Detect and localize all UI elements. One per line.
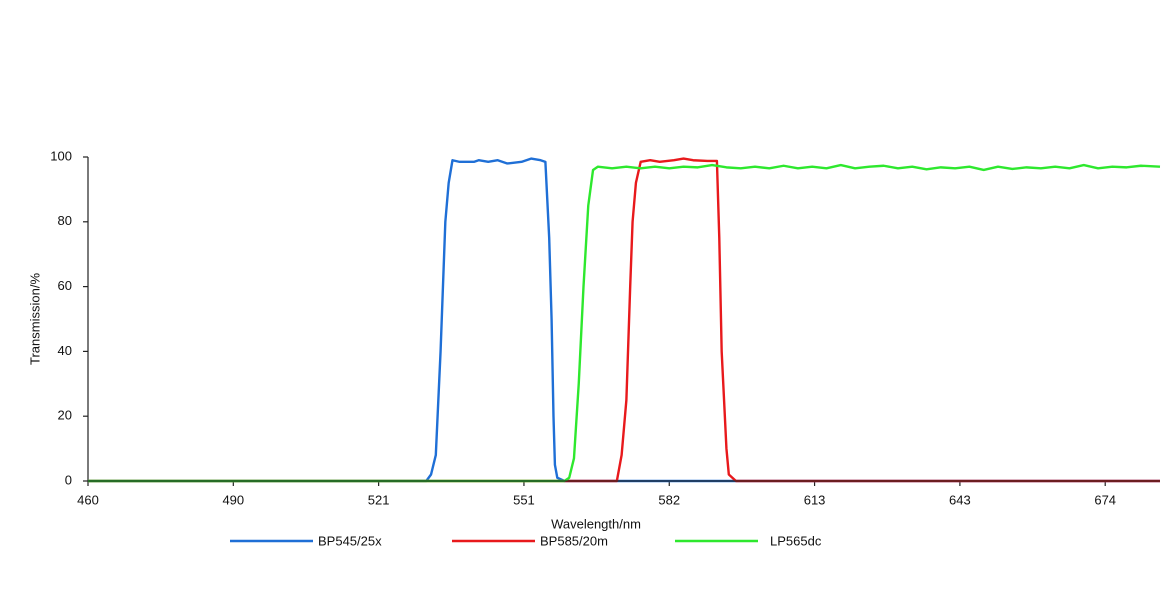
series-line: [88, 163, 1161, 483]
x-tick-label: 521: [368, 492, 390, 507]
y-tick-label: 80: [58, 213, 72, 228]
x-tick-label: 582: [658, 492, 680, 507]
x-tick-label: 643: [949, 492, 971, 507]
x-tick-label: 551: [513, 492, 535, 507]
x-tick-label: 490: [222, 492, 244, 507]
legend-label: BP585/20m: [540, 533, 608, 548]
y-tick-label: 100: [50, 148, 72, 163]
x-axis-title: Wavelength/nm: [551, 516, 641, 531]
y-tick-label: 40: [58, 343, 72, 358]
x-tick-label: 674: [1094, 492, 1116, 507]
y-axis-title: Transmission/%: [27, 273, 42, 365]
y-tick-label: 20: [58, 408, 72, 423]
series-line: [88, 157, 1160, 483]
series-line: [88, 157, 1160, 483]
x-tick-label: 613: [804, 492, 826, 507]
legend-label: BP545/25x: [318, 533, 382, 548]
y-tick-label: 60: [58, 278, 72, 293]
y-tick-label: 0: [65, 472, 72, 487]
legend-label: LP565dc: [770, 533, 822, 548]
x-tick-label: 460: [77, 492, 99, 507]
